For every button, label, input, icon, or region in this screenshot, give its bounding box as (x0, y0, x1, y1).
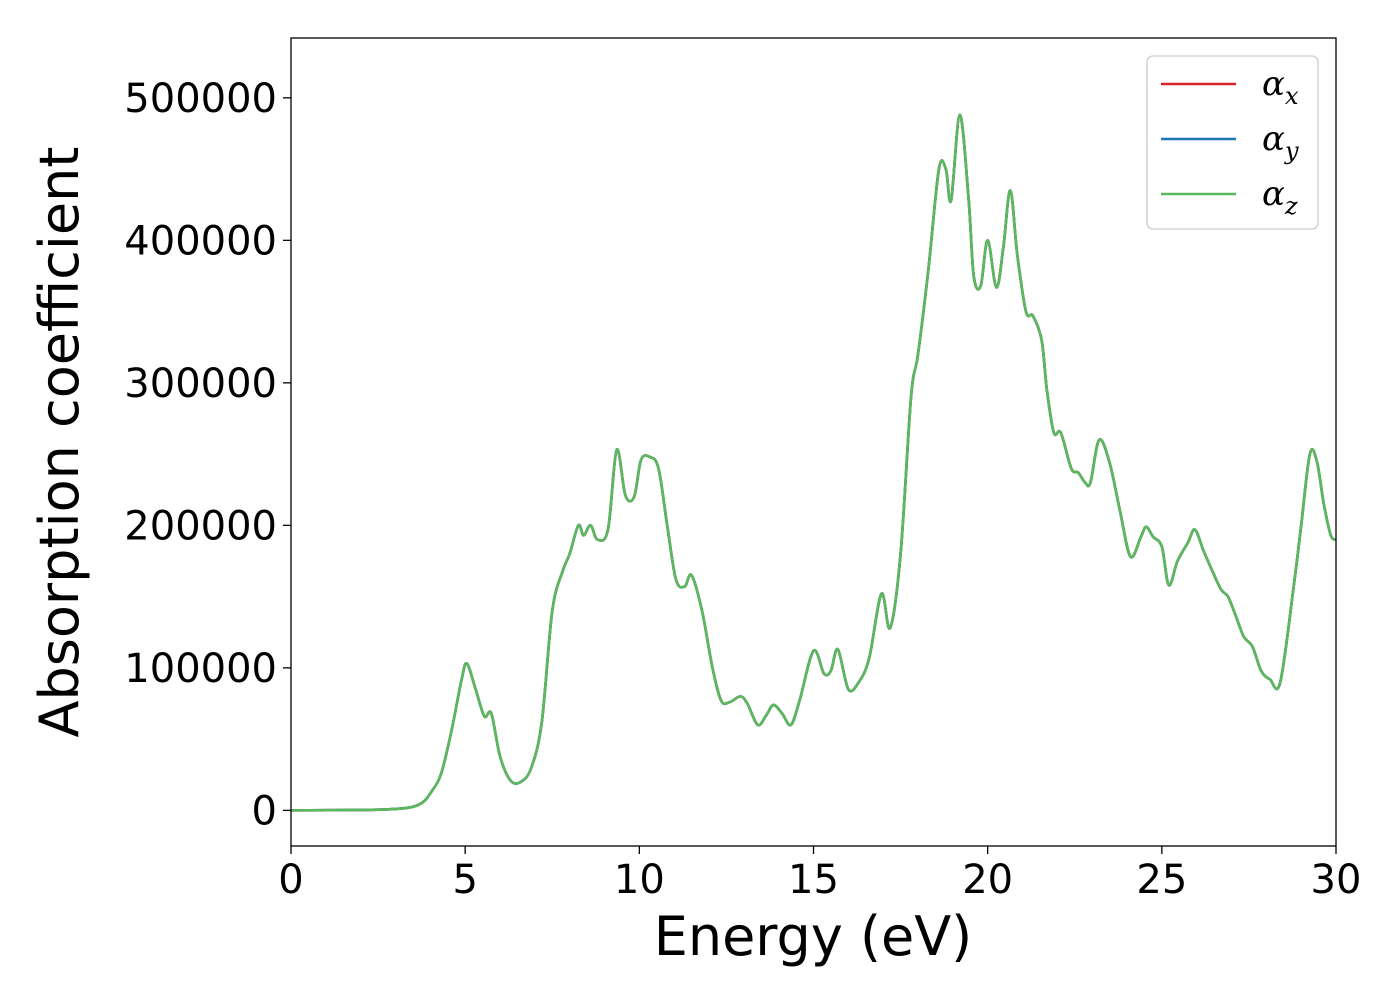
legend: αx αy αz (1146, 55, 1319, 230)
x-tick-label: 15 (788, 857, 839, 903)
x-tick-label: 0 (278, 857, 303, 903)
series-line-alpha-z (291, 113, 1336, 812)
y-tick-label: 200000 (124, 503, 277, 549)
x-tick-label: 5 (452, 857, 477, 903)
x-tick-label: 10 (614, 857, 665, 903)
y-tick-label: 0 (252, 788, 277, 834)
y-axis: 0 100000 200000 300000 400000 500000 (124, 76, 291, 834)
legend-label-alpha-x: αx (1262, 64, 1299, 110)
legend-label-alpha-y: αy (1262, 119, 1299, 165)
x-axis-title: Energy (eV) (654, 905, 973, 968)
legend-label-alpha-z: αz (1262, 174, 1298, 220)
y-tick-label: 300000 (124, 361, 277, 407)
y-tick-label: 400000 (124, 218, 277, 264)
y-axis-title: Absorption coefficient (28, 147, 91, 738)
x-axis: 0 5 10 15 20 25 30 (278, 846, 1361, 903)
series-layer (291, 113, 1336, 812)
x-tick-label: 20 (962, 857, 1013, 903)
x-tick-label: 25 (1136, 857, 1187, 903)
legend-box (1146, 55, 1319, 230)
y-tick-label: 100000 (124, 646, 277, 692)
x-tick-label: 30 (1311, 857, 1362, 903)
y-tick-label: 500000 (124, 76, 277, 122)
